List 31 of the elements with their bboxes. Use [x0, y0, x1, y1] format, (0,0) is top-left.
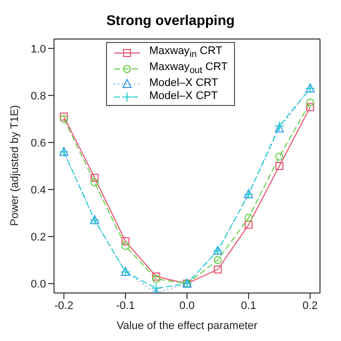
y-tick-label: 0.0 — [30, 278, 46, 290]
point — [214, 256, 222, 264]
x-axis-title: Value of the effect parameter — [116, 320, 258, 332]
point — [244, 220, 253, 229]
x-tick-label: -0.2 — [54, 300, 74, 312]
legend-label: Model–X CRT — [149, 77, 218, 90]
point — [151, 283, 162, 293]
legend-label: Maxway$_{out}$ CRT — [149, 61, 228, 78]
y-tick-label: 0.6 — [30, 137, 46, 150]
point — [275, 162, 284, 170]
y-tick-label: 0.2 — [30, 231, 46, 244]
y-tick-label: 0.4 — [30, 184, 46, 196]
x-tick-label: 0.2 — [302, 300, 318, 312]
y-tick-label: 1.0 — [30, 43, 46, 56]
point — [275, 152, 284, 161]
x-tick-label: -0.1 — [116, 300, 135, 312]
point — [306, 103, 314, 112]
x-tick-label: 0.1 — [240, 300, 256, 312]
point — [306, 98, 314, 106]
x-tick-label: 0.0 — [179, 300, 195, 312]
y-tick-label: 0.8 — [30, 90, 46, 102]
chart-title: Strong overlapping — [105, 12, 236, 28]
point — [121, 237, 130, 246]
point — [214, 265, 222, 274]
point — [90, 178, 99, 186]
point — [90, 174, 99, 182]
legend-label: Model–X CPT — [149, 90, 218, 104]
point — [244, 214, 253, 222]
point — [121, 242, 130, 250]
y-axis-title: Power (adjusted by T1E) — [8, 105, 21, 226]
legend-label: Maxway$_{in}$ CRT — [149, 45, 222, 62]
